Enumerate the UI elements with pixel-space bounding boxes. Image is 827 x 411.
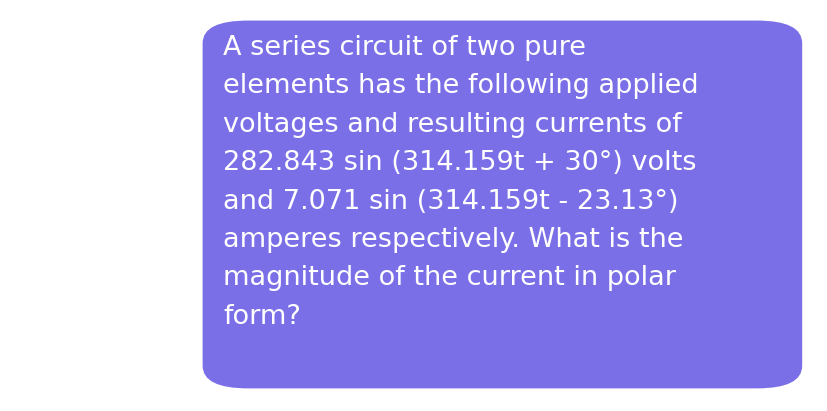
FancyBboxPatch shape bbox=[203, 21, 802, 388]
Text: A series circuit of two pure
elements has the following applied
voltages and res: A series circuit of two pure elements ha… bbox=[223, 35, 699, 330]
